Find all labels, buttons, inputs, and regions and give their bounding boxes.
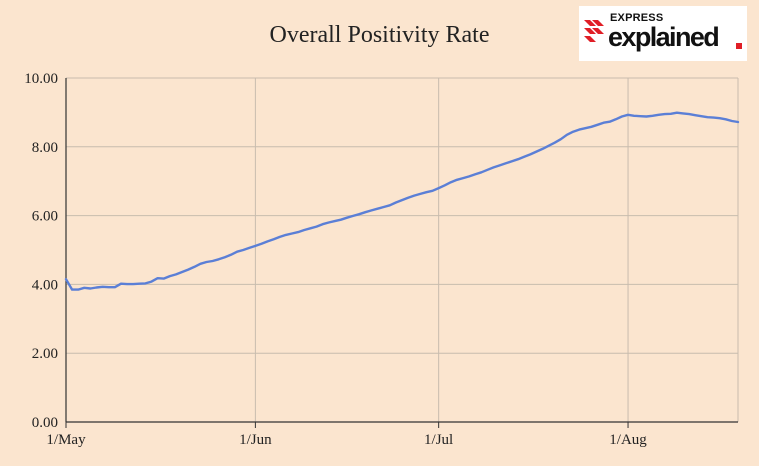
y-tick-label: 2.00 — [32, 346, 58, 362]
grid-lines — [66, 77, 739, 422]
x-tick-label: 1/Aug — [609, 432, 647, 448]
logo-express-text: EXPRESS — [610, 12, 664, 24]
y-tick-label: 6.00 — [32, 209, 58, 225]
y-tick-label: 8.00 — [32, 140, 58, 156]
series-line — [64, 111, 740, 291]
axes — [65, 78, 738, 428]
logo-red-dot — [736, 43, 742, 49]
x-tick-labels: 1/May 1/Jun 1/Jul 1/Aug — [46, 432, 647, 448]
x-tick-label: 1/Jul — [424, 432, 453, 448]
y-tick-label: 10.00 — [24, 71, 58, 87]
express-explained-logo: EXPRESS explained — [579, 6, 747, 61]
y-tick-label: 4.00 — [32, 277, 58, 293]
x-tick-label: 1/Jun — [239, 432, 272, 448]
y-tick-label: 0.00 — [32, 415, 58, 431]
x-tick-label: 1/May — [46, 432, 86, 448]
series-layer — [64, 111, 740, 291]
logo-explained-text: explained — [608, 22, 720, 52]
express-logo-mark-icon — [584, 20, 604, 42]
y-tick-labels: 0.00 2.00 4.00 6.00 8.00 10.00 — [24, 71, 58, 431]
chart-title: Overall Positivity Rate — [269, 22, 490, 48]
